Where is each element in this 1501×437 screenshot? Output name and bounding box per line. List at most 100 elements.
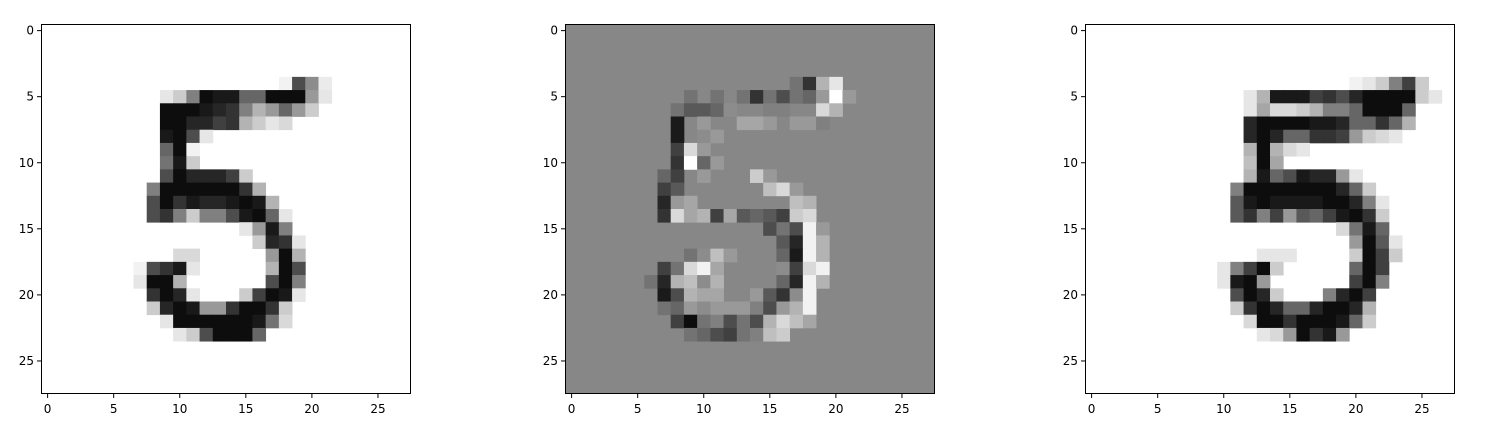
heatmap-cell: [173, 169, 187, 183]
heatmap-cell: [252, 90, 267, 104]
y-tick-label: 20: [19, 288, 34, 302]
heatmap-cell: [802, 248, 817, 263]
heatmap-cell: [816, 275, 830, 289]
x-tick-label: 5: [1154, 402, 1162, 416]
heatmap-cell: [763, 116, 777, 131]
heatmap-cell: [265, 235, 280, 250]
heatmap-cell: [226, 182, 240, 197]
heatmap-cell: [816, 103, 830, 117]
heatmap-cell: [173, 116, 187, 131]
x-tick-label: 25: [894, 402, 909, 416]
heatmap-cell: [146, 275, 161, 289]
heatmap-cell: [159, 261, 174, 276]
heatmap-cell: [1243, 116, 1258, 131]
heatmap-cell: [1270, 314, 1284, 329]
heatmap-cell: [1256, 327, 1271, 342]
heatmap-cell: [683, 195, 698, 210]
heatmap-cell: [1309, 129, 1324, 144]
heatmap-cell: [1349, 261, 1363, 276]
heatmap-cell: [146, 182, 161, 197]
heatmap-cell: [723, 314, 738, 329]
heatmap-cell: [1309, 103, 1324, 117]
heatmap-cell: [265, 195, 280, 210]
heatmap-cell: [173, 182, 187, 197]
heatmap-cell: [776, 261, 791, 276]
heatmap-cell: [252, 288, 267, 302]
heatmap-cell: [1375, 222, 1390, 236]
heatmap-cell: [1322, 327, 1337, 342]
heatmap-cell: [710, 248, 724, 263]
heatmap-cell: [1336, 103, 1350, 117]
heatmap-cell: [802, 275, 817, 289]
y-tick-label: 15: [19, 222, 34, 236]
heatmap-cell: [186, 248, 200, 263]
heatmap-cell: [1283, 314, 1297, 329]
heatmap-cell: [1270, 248, 1284, 263]
heatmap-cell: [292, 275, 306, 289]
heatmap-cell: [1270, 182, 1284, 197]
heatmap-cell: [226, 103, 240, 117]
heatmap-cell: [1256, 261, 1271, 276]
heatmap-cell: [657, 275, 672, 289]
heatmap-cell: [697, 248, 711, 263]
heatmap-cell: [670, 275, 685, 289]
heatmap-cell: [670, 103, 685, 117]
heatmap-cell: [278, 288, 293, 302]
heatmap-cell: [736, 327, 751, 342]
heatmap-cell: [1375, 129, 1390, 144]
heatmap-cell: [239, 90, 253, 104]
heatmap-cell: [252, 327, 267, 342]
heatmap-cell: [842, 90, 857, 104]
x-tick-label: 15: [762, 402, 777, 416]
heatmap-cell: [750, 116, 764, 131]
heatmap-cell: [278, 301, 293, 316]
heatmap-cell: [657, 288, 672, 302]
heatmap-cell: [292, 235, 306, 250]
heatmap-cell: [186, 209, 200, 223]
heatmap-cell: [1270, 116, 1284, 131]
heatmap-cell: [173, 314, 187, 329]
heatmap-cell: [789, 261, 804, 276]
heatmap-cell: [802, 301, 817, 316]
heatmap-cell: [1243, 129, 1258, 144]
heatmap-cell: [212, 103, 227, 117]
heatmap-cell: [1243, 156, 1258, 170]
heatmap-cell: [1256, 195, 1271, 210]
y-tick-label: 0: [550, 24, 558, 38]
heatmap-cell: [1270, 90, 1284, 104]
heatmap-cell: [683, 275, 698, 289]
heatmap-cell: [186, 182, 200, 197]
heatmap-cell: [710, 103, 724, 117]
heatmap-cell: [1388, 248, 1403, 263]
heatmap-cell: [776, 182, 791, 197]
heatmap-cell: [159, 288, 174, 302]
heatmap-cell: [763, 103, 777, 117]
heatmap-cell: [1309, 209, 1324, 223]
heatmap-cell: [1309, 182, 1324, 197]
heatmap-cell: [265, 90, 280, 104]
heatmap-cell: [697, 275, 711, 289]
heatmap-cell: [159, 156, 174, 170]
heatmap-cell: [1256, 142, 1271, 157]
heatmap-cell: [226, 90, 240, 104]
heatmap-cell: [292, 248, 306, 263]
heatmap-panel-3: 0 5 10 15 20 25 0 5 10 15 20 25: [1063, 24, 1455, 416]
heatmap-cell: [802, 76, 817, 91]
heatmap-cell: [305, 90, 319, 104]
heatmap-cell: [173, 90, 187, 104]
heatmap-cell: [750, 327, 764, 342]
heatmap-cell: [252, 314, 267, 329]
heatmap-cell: [265, 288, 280, 302]
heatmap-cell: [816, 90, 830, 104]
heatmap-cell: [1309, 327, 1324, 342]
y-tick-label: 15: [1063, 222, 1078, 236]
heatmap-cell: [1230, 275, 1244, 289]
heatmap-cell: [1349, 301, 1363, 316]
heatmap-cell: [1296, 129, 1311, 144]
heatmap-cell: [1349, 314, 1363, 329]
heatmap-cell: [697, 314, 711, 329]
heatmap-cell: [1270, 169, 1284, 183]
heatmap-cell: [1256, 314, 1271, 329]
heatmap-cell: [1230, 288, 1244, 302]
heatmap-cell: [670, 314, 685, 329]
